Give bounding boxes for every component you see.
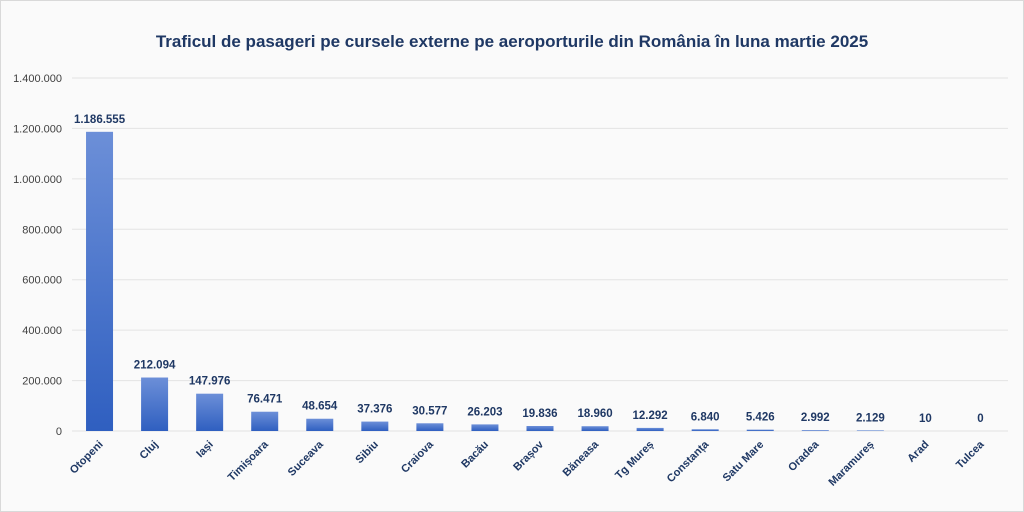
x-category-label: Brașov [511,438,546,473]
bar-value-label: 76.471 [247,394,283,406]
bar-value-label: 37.376 [357,404,392,416]
y-tick-label: 200.000 [22,376,62,388]
x-category-label: Otopeni [68,439,106,477]
y-tick-label: 400.000 [22,325,62,337]
y-tick-label: 1.000.000 [13,174,62,186]
bar-value-label: 10 [919,413,932,425]
bar [196,393,224,431]
bar-value-label: 19.836 [522,408,557,420]
y-tick-label: 600.000 [22,275,62,287]
x-category-label: Băneasa [561,438,602,479]
bar-value-label: 6.840 [691,411,720,423]
x-category-label: Constanța [665,438,712,485]
bar-value-label: 212.094 [134,360,176,372]
bar [471,424,499,431]
x-category-label: Suceava [286,438,327,479]
bar-value-label: 5.426 [746,412,775,424]
bar [636,427,664,431]
chart-title: Traficul de pasageri pe cursele externe … [155,32,869,51]
bar [251,411,279,431]
data-labels: 1.186.555 212.094 147.976 76.471 48.654 37.37… [74,114,984,425]
bar [141,377,169,431]
bar-value-label: 12.292 [633,410,668,422]
bar-value-label: 2.992 [801,412,830,424]
bar-value-label: 2.129 [856,412,885,424]
x-category-label: Oradea [786,438,822,474]
x-axis-categories: Otopeni Cluj Iași Timișoara Suceava Sibiu Crai… [68,438,987,489]
bar-value-label: 18.960 [577,408,612,420]
bar [746,429,774,431]
bar-value-label: 1.186.555 [74,114,126,126]
bar-value-label: 48.654 [302,401,338,413]
bar [416,423,444,431]
x-category-label: Craiova [399,438,437,476]
bar [801,430,829,431]
bar [856,430,884,431]
x-category-label: Sibiu [353,439,380,466]
bar [86,131,114,431]
bar [691,429,719,431]
bar [526,425,554,431]
y-tick-label: 0 [56,426,62,438]
y-tick-label: 1.200.000 [13,123,62,135]
y-tick-label: 1.400.000 [13,73,62,85]
bars [86,131,939,431]
bar-value-label: 0 [977,413,983,425]
x-category-label: Iași [194,439,215,460]
bar [581,426,609,431]
x-category-label: Tulcea [954,438,987,471]
y-tick-label: 800.000 [22,224,62,236]
x-category-label: Timișoara [226,438,272,484]
bar-value-label: 26.203 [467,406,502,418]
gridlines [72,77,1008,432]
bar-value-label: 147.976 [189,376,231,388]
x-category-label: Cluj [138,439,161,462]
bar [361,421,389,431]
bar-value-label: 30.577 [412,405,447,417]
x-category-label: Satu Mare [721,439,767,485]
x-category-label: Tg Mureș [613,439,656,482]
y-axis-ticks: 0 200.000 400.000 600.000 800.000 1.000.000 1.… [13,73,62,438]
x-category-label: Arad [905,439,931,465]
x-category-label: Bacău [459,439,491,471]
x-category-label: Maramureș [826,439,876,489]
bar [306,418,334,431]
